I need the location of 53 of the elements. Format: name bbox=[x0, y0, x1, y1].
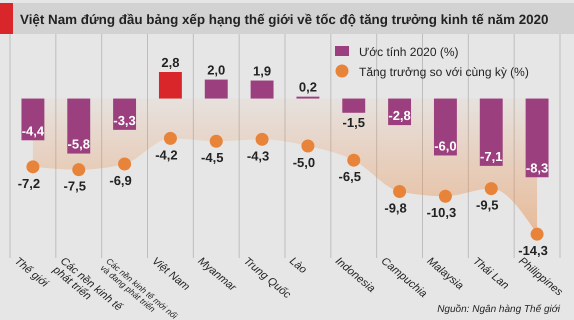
data-label: -2,8 bbox=[388, 108, 411, 124]
legend-label: Ước tính 2020 (%) bbox=[359, 45, 458, 59]
bar bbox=[158, 72, 182, 99]
point bbox=[164, 132, 177, 145]
data-label: -1,5 bbox=[342, 114, 365, 130]
data-label: 1,9 bbox=[253, 64, 272, 79]
data-label: -4,4 bbox=[22, 123, 45, 138]
point bbox=[530, 228, 544, 241]
bar bbox=[526, 98, 549, 178]
data-label: -4,2 bbox=[155, 147, 178, 162]
bar bbox=[480, 98, 503, 166]
point bbox=[347, 154, 360, 167]
data-label: -10,3 bbox=[426, 205, 456, 220]
data-label: -7,1 bbox=[480, 148, 502, 164]
data-label: -9,8 bbox=[384, 200, 407, 216]
chart-title: Việt Nam đứng đầu bảng xếp hạng thế giới về tốc độ tăng trưởng kinh tế năm 2020 bbox=[20, 12, 549, 27]
point bbox=[210, 134, 223, 148]
point bbox=[438, 190, 452, 203]
x-tick-label: Thái Lan bbox=[470, 255, 511, 292]
data-label: -6,5 bbox=[338, 169, 361, 184]
legend-label: Tăng trưởng so với cùng kỳ (%) bbox=[359, 65, 529, 79]
data-label: 2,8 bbox=[161, 55, 180, 70]
bar bbox=[204, 80, 228, 99]
point bbox=[393, 184, 406, 198]
data-label: -4,5 bbox=[201, 150, 224, 166]
x-tick-label: Thế giới bbox=[12, 255, 51, 290]
data-label: -5,0 bbox=[292, 154, 316, 170]
data-label: -5,8 bbox=[68, 136, 90, 152]
data-label: -8,3 bbox=[526, 160, 548, 176]
data-label: -6,9 bbox=[109, 172, 132, 188]
data-label: 0,2 bbox=[298, 80, 317, 95]
data-label: -7,2 bbox=[18, 176, 40, 191]
point bbox=[118, 157, 132, 170]
point bbox=[26, 160, 40, 174]
bar bbox=[434, 98, 457, 156]
bar bbox=[21, 98, 44, 140]
data-label: -6,0 bbox=[434, 138, 457, 154]
data-label: -14,3 bbox=[518, 243, 548, 258]
data-label: -4,3 bbox=[246, 148, 270, 164]
bar bbox=[342, 98, 366, 113]
data-label: -7,5 bbox=[64, 178, 86, 194]
bar bbox=[250, 80, 274, 99]
x-tick-label: Lào bbox=[287, 255, 309, 276]
data-label: -9,5 bbox=[476, 198, 498, 213]
data-label: 2,0 bbox=[207, 62, 226, 78]
text: Nguồn: Ngân hàng Thế giới bbox=[437, 304, 561, 315]
point bbox=[484, 182, 498, 196]
bar bbox=[67, 98, 90, 154]
data-label: -3,3 bbox=[113, 112, 136, 128]
point bbox=[72, 163, 86, 176]
x-tick-label: Việt Nam bbox=[150, 255, 192, 294]
point bbox=[256, 132, 269, 146]
point bbox=[301, 139, 314, 152]
